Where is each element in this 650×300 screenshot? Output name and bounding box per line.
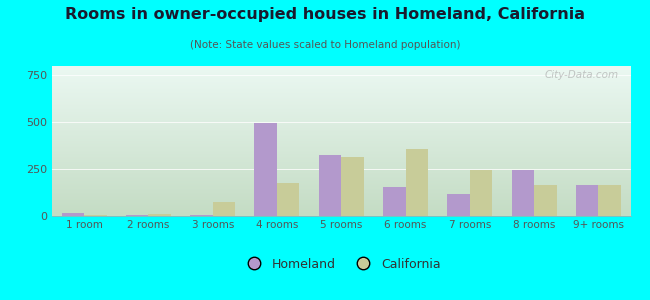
Bar	[84, 214, 107, 216]
Bar	[447, 194, 470, 216]
Bar	[62, 213, 84, 216]
Bar	[341, 157, 364, 216]
Bar	[148, 214, 171, 216]
Bar	[213, 202, 235, 216]
Bar	[190, 214, 213, 216]
Bar	[126, 214, 148, 216]
Text: Rooms in owner-occupied houses in Homeland, California: Rooms in owner-occupied houses in Homela…	[65, 8, 585, 22]
Bar	[318, 155, 341, 216]
Bar	[512, 170, 534, 216]
Bar	[576, 185, 599, 216]
Bar	[534, 185, 556, 216]
Text: (Note: State values scaled to Homeland population): (Note: State values scaled to Homeland p…	[190, 40, 460, 50]
Bar	[470, 170, 492, 216]
Bar	[277, 183, 300, 216]
Bar	[255, 123, 277, 216]
Bar	[383, 187, 406, 216]
Bar	[406, 149, 428, 216]
Text: City-Data.com: City-Data.com	[545, 70, 619, 80]
Bar	[599, 185, 621, 216]
Legend: Homeland, California: Homeland, California	[237, 253, 445, 276]
